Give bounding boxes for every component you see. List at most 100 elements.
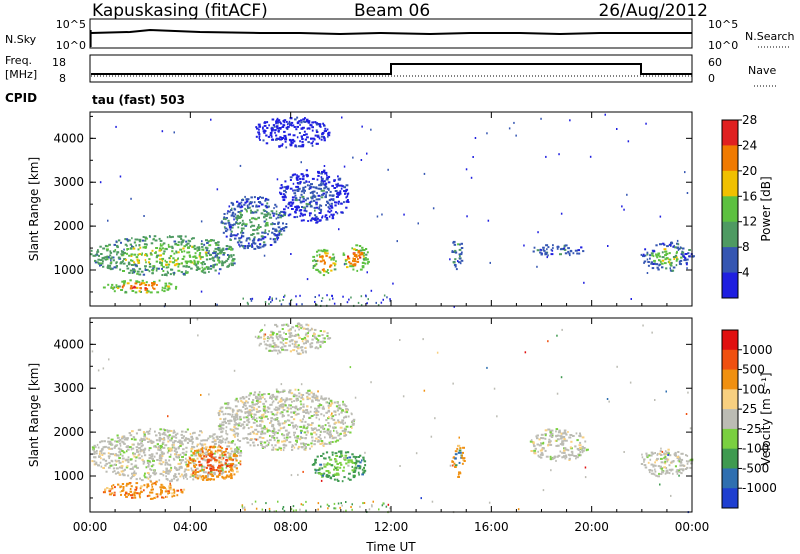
power-cell: [322, 122, 325, 125]
vel-cell: [323, 414, 325, 417]
colorbar-frame: [721, 119, 739, 299]
vel-cell: [658, 452, 661, 455]
power-cell: [322, 192, 325, 195]
vel-cell: [164, 444, 168, 447]
power-cell: [216, 252, 220, 255]
power-cell: [165, 261, 168, 264]
vel-cell: [351, 503, 353, 506]
power-cell: [107, 219, 109, 222]
power-cell: [167, 263, 171, 266]
vel-cell: [263, 441, 267, 444]
vel-cell: [402, 395, 405, 398]
power-cell: [256, 127, 259, 130]
power-cell: [542, 246, 545, 249]
colorbar-tick-label: 8: [742, 240, 750, 254]
vel-cell: [223, 420, 226, 423]
power-cell: [277, 221, 280, 224]
power-cell: [186, 260, 190, 263]
vel-cell: [237, 424, 240, 427]
vel-cell: [253, 391, 257, 394]
power-cell: [329, 190, 332, 193]
vel-cell: [294, 424, 297, 427]
vel-cell: [325, 451, 329, 454]
vel-cell: [677, 451, 680, 453]
power-cell: [515, 134, 517, 137]
vel-cell: [307, 412, 310, 415]
vel-cell: [162, 474, 165, 477]
vel-cell: [343, 458, 347, 461]
vel-cell: [245, 400, 248, 403]
power-cell: [300, 161, 302, 164]
vel-cell: [327, 404, 331, 407]
vel-cell: [111, 464, 114, 467]
power-cell: [201, 245, 204, 248]
vel-cell: [104, 459, 108, 462]
vel-cell: [173, 475, 176, 478]
power-cell: [318, 294, 320, 297]
x-tick-label: 12:00: [374, 520, 409, 534]
vel-cell: [341, 454, 344, 457]
power-cell: [230, 209, 233, 211]
vel-cell: [272, 395, 274, 398]
vel-cell: [273, 418, 276, 421]
vel-cell: [343, 476, 346, 479]
power-cell: [180, 243, 183, 246]
vel-cell: [137, 442, 139, 445]
power-cell: [458, 261, 461, 264]
power-cell: [140, 270, 144, 273]
vel-cell: [276, 390, 279, 393]
power-cell: [665, 252, 669, 255]
power-cell: [364, 262, 366, 265]
vel-cell: [159, 472, 163, 475]
vel-cell: [328, 443, 332, 445]
vel-cell: [185, 446, 188, 449]
vel-cell: [342, 423, 345, 425]
power-cell: [230, 248, 233, 251]
vel-cell: [188, 457, 192, 460]
vel-cell: [186, 437, 190, 440]
vel-cell: [100, 440, 104, 443]
vel-cell: [325, 401, 328, 404]
vel-cell: [282, 409, 286, 411]
vel-cell: [337, 480, 340, 482]
power-cell: [283, 134, 287, 137]
vel-cell: [268, 349, 272, 352]
vel-cell: [112, 470, 114, 473]
vel-cell: [347, 464, 350, 467]
vel-cell: [304, 350, 307, 353]
power-cell: [314, 260, 318, 263]
power-cell: [222, 252, 226, 254]
vel-cell: [585, 449, 588, 452]
vel-cell: [162, 452, 165, 455]
vel-cell: [685, 460, 688, 463]
power-cell: [276, 127, 280, 130]
vel-cell: [337, 502, 340, 505]
vel-cell: [238, 422, 241, 425]
vel-cell: [261, 328, 263, 331]
power-cell: [285, 205, 288, 208]
power-cell: [662, 242, 665, 245]
vel-cell: [678, 460, 681, 463]
vel-cell: [260, 427, 263, 430]
vel-cell: [152, 459, 155, 462]
power-cell: [193, 261, 196, 264]
vel-cell: [196, 318, 199, 321]
power-cell: [313, 206, 316, 209]
power-cell: [151, 269, 155, 272]
vel-cell: [173, 431, 176, 434]
vel-cell: [116, 440, 119, 443]
power-cell: [240, 204, 243, 207]
vel-cell: [180, 442, 183, 445]
power-cell: [543, 248, 545, 251]
vel-cell: [309, 423, 313, 426]
power-cell: [268, 230, 270, 233]
power-cell: [302, 118, 306, 121]
power-cell: [432, 207, 435, 210]
power-cell: [202, 261, 205, 263]
vel-cell: [230, 450, 234, 453]
vel-cell: [329, 430, 332, 433]
vel-cell: [297, 445, 301, 448]
power-cell: [296, 215, 299, 218]
power-cell: [129, 247, 132, 250]
power-cell: [282, 120, 285, 122]
